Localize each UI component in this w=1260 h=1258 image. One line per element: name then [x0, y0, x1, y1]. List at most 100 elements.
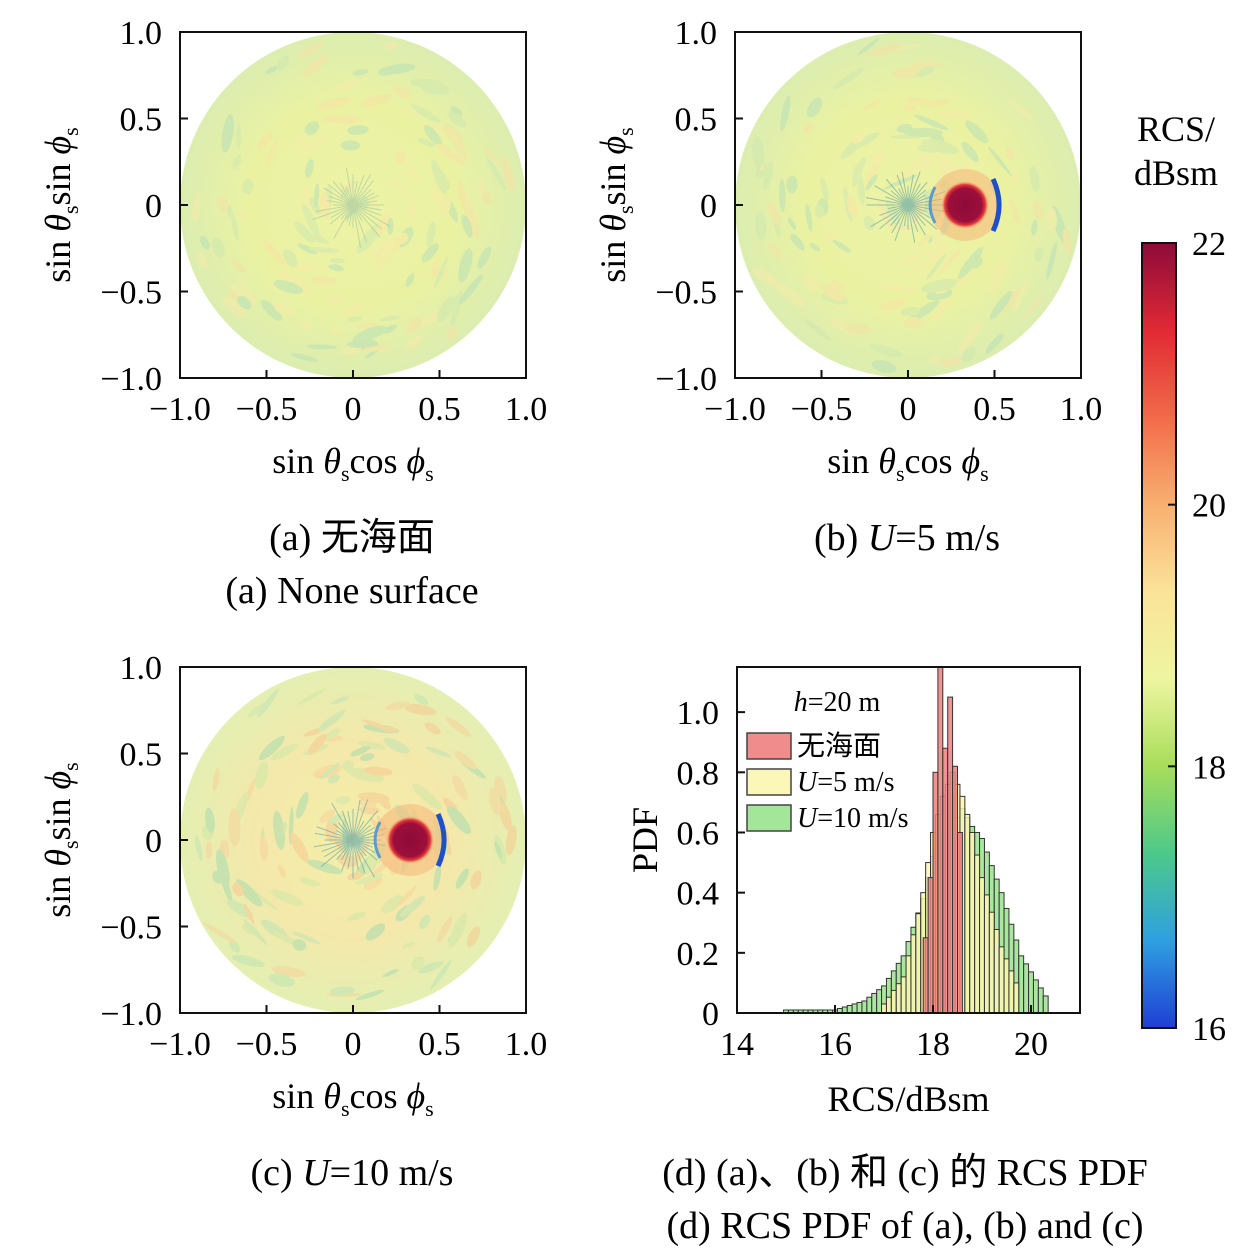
texture-blob — [787, 217, 797, 230]
texture-blob — [844, 132, 880, 153]
texture-blob — [803, 122, 814, 134]
texture-blob — [243, 919, 268, 946]
y-axis-label: sin θssin ϕs — [38, 762, 83, 917]
swirl-ray — [907, 204, 916, 243]
texture-blob — [1033, 201, 1045, 221]
swirl-ray — [891, 204, 909, 234]
y-tick-label: 0.5 — [120, 737, 163, 774]
texture-blob — [437, 296, 455, 323]
texture-blob — [237, 275, 255, 304]
texture-blob — [231, 954, 265, 968]
texture-blob — [430, 960, 452, 990]
texture-blob — [407, 199, 417, 221]
histogram-bar — [932, 771, 939, 1014]
texture-blob — [294, 221, 315, 244]
texture-blob — [961, 346, 977, 363]
texture-blob — [391, 179, 407, 196]
texture-blob — [452, 775, 468, 800]
swirl-ray — [907, 174, 914, 206]
texture-blob — [908, 300, 940, 322]
texture-blob — [236, 879, 263, 907]
texture-blob — [871, 148, 886, 169]
caption-a-cn: (a) 无海面 — [269, 517, 435, 559]
swirl-ray — [894, 204, 909, 241]
texture-blob — [458, 248, 473, 283]
texture-blob — [376, 213, 391, 235]
histogram-bar — [1018, 955, 1025, 1014]
swirl-ray — [907, 204, 926, 236]
swirl-ray — [323, 839, 354, 858]
texture-blob — [405, 317, 423, 334]
y-tick-label: 1.0 — [675, 15, 718, 52]
texture-blob — [448, 912, 468, 949]
x-tick-label: −0.5 — [236, 1026, 298, 1063]
texture-blob — [282, 821, 287, 834]
texture-blob — [221, 297, 248, 318]
texture-blob — [814, 204, 824, 219]
texture-blob — [465, 203, 480, 238]
texture-blob — [489, 787, 502, 816]
x-tick-label: 1.0 — [505, 391, 548, 428]
texture-blob — [276, 55, 290, 71]
texture-blob — [368, 238, 391, 258]
histogram-bar — [1013, 982, 1020, 1014]
texture-blob — [433, 864, 442, 891]
texture-blob — [299, 877, 321, 887]
x-tick-label: −1.0 — [149, 391, 211, 428]
texture-blob — [330, 327, 343, 334]
texture-blob — [439, 195, 451, 217]
swirl-ray — [339, 182, 354, 206]
texture-blob — [301, 203, 321, 240]
texture-blob — [356, 222, 383, 254]
texture-blob — [423, 124, 442, 146]
y-axis-label: PDF — [625, 807, 665, 873]
texture-blob — [820, 283, 846, 302]
texture-blob — [988, 258, 1009, 292]
legend-swatch — [746, 732, 792, 760]
x-tick-label: −0.5 — [791, 391, 853, 428]
texture-blob — [405, 273, 415, 288]
swirl-ray — [352, 204, 368, 243]
texture-blob — [204, 807, 215, 834]
texture-blob — [426, 746, 452, 758]
histogram-bar — [910, 934, 917, 1014]
texture-blob — [255, 761, 269, 790]
swirl-ray — [341, 839, 354, 861]
swirl-ray — [888, 204, 909, 209]
texture-blob — [918, 152, 932, 165]
swirl-ray — [328, 195, 354, 206]
texture-blob — [1046, 207, 1057, 232]
panel-c: −1.0−1.0 −0.5 −0.5 0 0 0.5 0.5 1.0 1.0 sin θscos … — [38, 650, 547, 1121]
texture-blob — [505, 825, 517, 856]
y-tick-label: −1.0 — [100, 361, 162, 398]
texture-blob — [938, 248, 962, 275]
hotspot — [941, 181, 990, 229]
texture-blob — [230, 259, 247, 273]
texture-blob — [971, 256, 983, 269]
histogram-bar — [1008, 970, 1015, 1014]
y-axis-label: sin θssin ϕs — [38, 127, 83, 282]
swirl-ray — [312, 204, 354, 221]
texture-blob — [320, 762, 341, 779]
center-swirl — [313, 799, 386, 879]
texture-blob — [313, 183, 320, 208]
texture-blob — [295, 791, 309, 819]
texture-blob — [903, 97, 931, 105]
y-tick-label: −0.5 — [100, 910, 162, 947]
texture-blob — [308, 246, 341, 253]
texture-blob — [232, 882, 244, 897]
texture-blob — [405, 335, 424, 350]
texture-blob — [844, 322, 872, 335]
texture-blob — [229, 283, 256, 306]
texture-blob — [379, 315, 401, 322]
texture-blob — [196, 252, 208, 269]
texture-blob — [335, 795, 351, 805]
texture-blob — [421, 243, 439, 263]
histogram-bar — [922, 937, 929, 1014]
texture-blob — [310, 276, 337, 285]
texture-blob — [790, 233, 805, 251]
texture-blob — [199, 235, 210, 250]
texture-blob — [326, 294, 345, 305]
histogram-bar — [846, 1004, 853, 1014]
